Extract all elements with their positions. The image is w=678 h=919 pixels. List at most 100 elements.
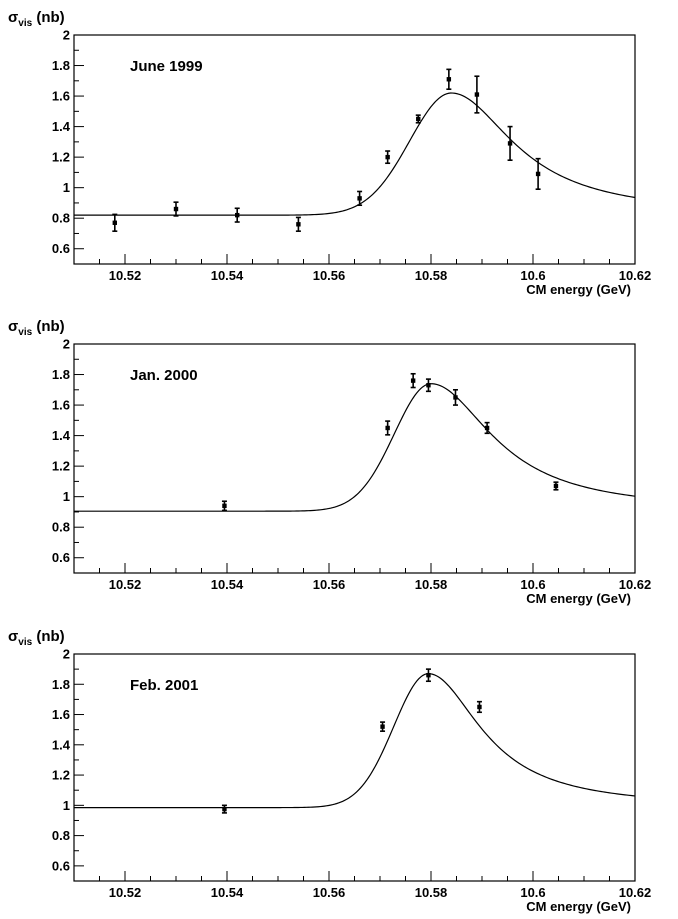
data-point <box>295 216 301 232</box>
x-tick-label: 10.58 <box>415 268 448 283</box>
marker <box>553 483 559 489</box>
y-tick-label: 2 <box>63 337 70 352</box>
panel-title: Jan. 2000 <box>130 367 198 384</box>
marker <box>357 196 362 201</box>
data-point <box>507 125 513 161</box>
data-point <box>484 421 490 435</box>
data-point <box>446 68 452 90</box>
y-tick-label: 1.6 <box>52 398 70 413</box>
x-tick-label: 10.52 <box>109 577 142 592</box>
fit-curve <box>74 673 636 809</box>
data-point <box>234 207 240 223</box>
y-tick-label: 1.4 <box>52 428 71 443</box>
data-point <box>385 420 391 436</box>
marker <box>385 154 390 160</box>
panel-title: Feb. 2001 <box>130 677 198 694</box>
data-point <box>357 190 363 207</box>
panel-title: June 1999 <box>130 58 203 75</box>
data-point <box>380 721 386 732</box>
marker <box>222 503 227 509</box>
y-tick-label: 1.6 <box>52 707 70 722</box>
y-tick-label: 1.4 <box>52 737 71 752</box>
x-axis-label: CM energy (GeV) <box>526 899 631 914</box>
data-point <box>474 75 480 114</box>
data-point <box>385 150 391 165</box>
x-tick-label: 10.52 <box>109 268 142 283</box>
x-axis-label: CM energy (GeV) <box>526 282 631 297</box>
marker <box>484 425 490 431</box>
x-tick-label: 10.54 <box>211 577 244 592</box>
x-tick-label: 10.6 <box>520 268 545 283</box>
chart-panel-2: 0.6 0.8 1 1.2 1.4 1.6 1.8 2 10.52 10.54 10.56 10.58… <box>8 318 651 606</box>
y-tick-label: 0.6 <box>52 550 70 565</box>
y-tick-label: 1 <box>63 180 70 195</box>
marker <box>296 222 301 227</box>
data-point <box>476 700 482 714</box>
y-tick-label: 2 <box>63 28 70 43</box>
y-tick-label: 1 <box>63 798 70 813</box>
marker <box>507 141 513 146</box>
y-tick-label: 0.8 <box>52 520 70 535</box>
y-tick-label: 1.6 <box>52 89 70 104</box>
data-point <box>425 378 431 393</box>
marker <box>112 220 117 225</box>
y-tick-label: 2 <box>63 647 70 662</box>
y-axis-label: σvis (nb) <box>8 318 65 338</box>
x-tick-label: 10.56 <box>313 885 346 900</box>
data-point <box>410 372 416 389</box>
marker <box>410 378 416 383</box>
y-tick-label: 1.8 <box>52 58 70 73</box>
y-axis-label: σvis (nb) <box>8 628 65 648</box>
x-tick-label: 10.6 <box>520 885 545 900</box>
data-point <box>553 481 559 491</box>
marker <box>453 395 458 400</box>
x-axis-label: CM energy (GeV) <box>526 591 631 606</box>
chart-panel-3: 0.6 0.8 1 1.2 1.4 1.6 1.8 2 10.52 10.54 10.56 10.58… <box>8 628 651 914</box>
y-tick-label: 1.2 <box>52 768 70 783</box>
y-tick-label: 0.6 <box>52 858 70 873</box>
x-tick-label: 10.56 <box>313 577 346 592</box>
marker <box>222 806 227 812</box>
x-tick-label: 10.54 <box>211 885 244 900</box>
y-tick-label: 1.2 <box>52 150 70 165</box>
y-tick-label: 1.8 <box>52 367 70 382</box>
data-point <box>221 804 227 814</box>
x-tick-label: 10.58 <box>415 885 448 900</box>
data-point <box>415 114 421 124</box>
x-tick-label: 10.6 <box>520 577 545 592</box>
x-tick-label: 10.58 <box>415 577 448 592</box>
x-tick-label: 10.54 <box>211 268 244 283</box>
x-tick-label: 10.52 <box>109 885 142 900</box>
y-tick-label: 1.2 <box>52 459 70 474</box>
y-tick-label: 0.8 <box>52 828 70 843</box>
data-point <box>221 500 227 512</box>
y-tick-label: 1.8 <box>52 677 70 692</box>
x-tick-label: 10.62 <box>619 885 652 900</box>
data-point <box>173 201 179 217</box>
marker <box>235 212 240 218</box>
fit-curve <box>74 383 636 512</box>
y-tick-label: 1 <box>63 489 70 504</box>
data-point <box>112 213 118 232</box>
y-axis-label: σvis (nb) <box>8 9 65 29</box>
marker <box>446 77 452 82</box>
data-point <box>425 668 431 683</box>
marker <box>385 425 390 431</box>
x-tick-label: 10.56 <box>313 268 346 283</box>
x-tick-label: 10.62 <box>619 577 652 592</box>
y-tick-label: 1.4 <box>52 119 71 134</box>
marker <box>426 383 431 388</box>
marker <box>173 206 179 212</box>
data-point <box>535 157 541 190</box>
y-tick-label: 0.8 <box>52 211 70 226</box>
marker <box>380 724 385 729</box>
marker <box>426 672 431 678</box>
data-point <box>452 388 458 406</box>
marker <box>416 116 421 122</box>
marker <box>474 92 480 97</box>
marker <box>477 704 482 710</box>
x-tick-label: 10.62 <box>619 268 652 283</box>
y-tick-label: 0.6 <box>52 241 70 256</box>
fit-curve <box>74 92 636 216</box>
